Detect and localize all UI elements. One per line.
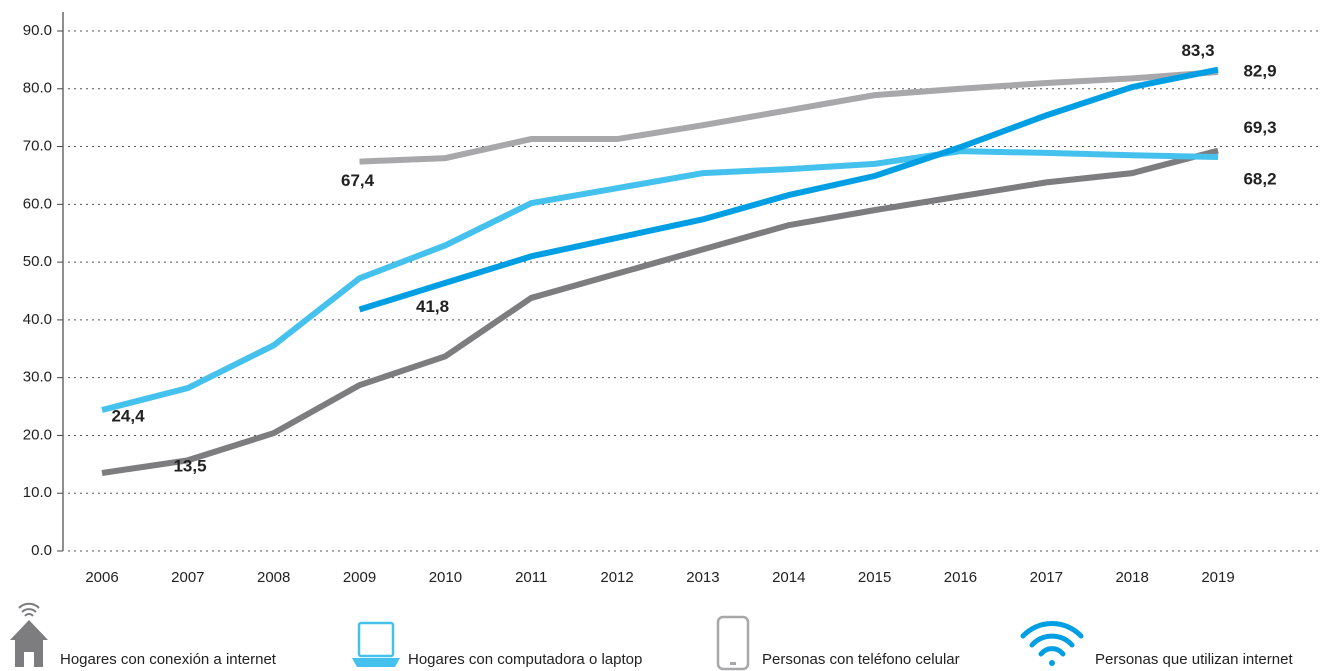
x-tick-label: 2013 <box>686 569 719 586</box>
series-line <box>101 148 1219 413</box>
data-label: 82,9 <box>1243 62 1276 81</box>
x-tick-label: 2014 <box>772 569 805 586</box>
series-line <box>101 147 1219 476</box>
y-tick-label: 10.0 <box>23 484 52 501</box>
y-tick-label: 50.0 <box>23 253 52 270</box>
series-line <box>359 69 1219 165</box>
x-tick-label: 2019 <box>1201 569 1234 586</box>
data-label: 67,4 <box>341 171 375 190</box>
data-label: 24,4 <box>111 407 145 426</box>
legend-icon-laptop <box>352 621 400 667</box>
data-label: 69,3 <box>1243 118 1276 137</box>
x-tick-label: 2006 <box>85 569 118 586</box>
x-tick-label: 2015 <box>858 569 891 586</box>
x-tick-label: 2017 <box>1030 569 1063 586</box>
y-tick-label: 90.0 <box>23 22 52 39</box>
legend-icon-phone <box>716 615 750 671</box>
x-tick-label: 2016 <box>944 569 977 586</box>
legend-label: Hogares con conexión a internet <box>60 651 277 668</box>
x-tick-label: 2018 <box>1115 569 1148 586</box>
x-tick-label: 2011 <box>515 569 547 586</box>
y-tick-label: 30.0 <box>23 369 52 386</box>
x-tick-label: 2008 <box>257 569 290 586</box>
legend-label: Hogares con computadora o laptop <box>408 651 642 668</box>
legend-label: Personas que utilizan internet <box>1095 651 1293 668</box>
x-tick-label: 2007 <box>171 569 204 586</box>
legend-icon-house <box>10 602 48 667</box>
data-label: 68,2 <box>1243 169 1276 188</box>
data-label: 41,8 <box>416 297 449 316</box>
legend-icon-wifi <box>1020 621 1084 666</box>
y-tick-label: 20.0 <box>23 426 52 443</box>
y-tick-label: 60.0 <box>23 195 52 212</box>
series-line <box>358 66 1219 313</box>
y-tick-label: 40.0 <box>23 311 52 328</box>
x-tick-label: 2012 <box>600 569 633 586</box>
y-tick-label: 70.0 <box>23 138 52 155</box>
x-tick-label: 2010 <box>429 569 462 586</box>
legend-label: Personas con teléfono celular <box>762 651 960 668</box>
data-label: 83,3 <box>1181 41 1214 60</box>
x-tick-label: 2009 <box>343 569 376 586</box>
y-tick-label: 80.0 <box>23 80 52 97</box>
y-tick-label: 0.0 <box>31 542 52 559</box>
data-label: 13,5 <box>173 456 206 475</box>
